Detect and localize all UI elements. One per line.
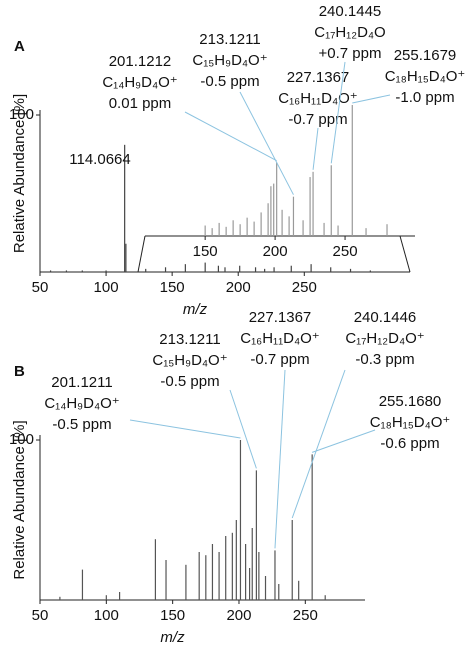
x-tick-label: 250 [292,279,317,296]
annotation-ppm: 0.01 ppm [109,95,172,112]
annotation-mass: 240.1446 [354,309,417,326]
x-axis-label: m/z [183,301,208,318]
annotation-ppm: -0.7 ppm [288,111,347,128]
x-tick-label: 150 [193,243,218,260]
x-tick-label: 200 [226,279,251,296]
x-tick-label: 50 [32,279,49,296]
x-tick-label: 250 [293,607,318,624]
zoom-guide [137,235,146,273]
annotation-mass: 213.1211 [159,331,220,348]
annotation-mass: 227.1367 [287,69,350,86]
x-tick-label: 200 [263,243,288,260]
annotation-mass: 227.1367 [249,309,312,326]
annotation-mass: 114.0664 [69,151,130,168]
annotation-connector [229,389,257,469]
x-tick-label: 250 [333,243,358,260]
annotation-mass: 240.1445 [319,3,382,20]
annotation-mass: 201.1212 [109,53,172,70]
annotation-formula: C₁₅H₉D₄O⁺ [152,352,227,369]
annotation-ppm: -0.3 ppm [355,351,414,368]
annotation-ppm: -0.5 ppm [200,73,259,90]
panel-label: B [14,363,25,380]
annotation-formula: C₁₄H₉D₄O⁺ [102,74,177,91]
x-tick-label: 150 [160,607,185,624]
y-tick-label: 100 [9,106,34,123]
annotation-formula: C₁₆H₁₁D₄O⁺ [278,90,357,107]
y-axis-label: Relative Abundance [%] [11,420,28,579]
annotation-mass: 213.1211 [199,31,260,48]
annotation-mass: 255.1679 [394,47,457,64]
x-tick-label: 100 [94,279,119,296]
annotation-connector [274,369,286,549]
annotation-connector [352,94,391,104]
y-tick-label: 100 [9,431,34,448]
annotation-connector [239,91,294,195]
x-tick-label: 50 [32,607,49,624]
annotation-ppm: +0.7 ppm [319,45,382,62]
annotation-formula: C₁₇H₁₂D₄O [314,24,385,41]
annotation-ppm: -0.5 ppm [52,416,111,433]
annotation-ppm: -1.0 ppm [395,89,454,106]
annotation-formula: C₁₆H₁₁D₄O⁺ [240,330,319,347]
annotation-connector [291,369,346,519]
annotation-formula: C₁₈H₁₅D₄O⁺ [370,414,451,431]
annotation-connector [311,429,376,453]
annotation-connector [312,127,319,170]
zoom-guide [399,235,411,273]
annotation-formula: C₁₈H₁₅D₄O⁺ [385,68,466,85]
annotation-ppm: -0.6 ppm [380,435,439,452]
x-axis-label: m/z [160,629,185,646]
annotation-mass: 201.1211 [51,374,112,391]
x-tick-label: 150 [160,279,185,296]
annotation-ppm: -0.7 ppm [250,351,309,368]
annotation-ppm: -0.5 ppm [160,373,219,390]
panel-label: A [14,38,25,55]
annotation-formula: C₁₄H₉D₄O⁺ [44,395,119,412]
annotation-formula: C₁₇H₁₂D₄O⁺ [345,330,424,347]
annotation-connector [330,61,346,164]
y-axis-label: Relative Abundance [%] [11,94,28,253]
annotation-connector [184,111,277,162]
annotation-formula: C₁₅H₉D₄O⁺ [192,52,267,69]
annotation-mass: 255.1680 [379,393,442,410]
x-tick-label: 100 [94,607,119,624]
annotation-connector [129,419,241,439]
x-tick-label: 200 [226,607,251,624]
